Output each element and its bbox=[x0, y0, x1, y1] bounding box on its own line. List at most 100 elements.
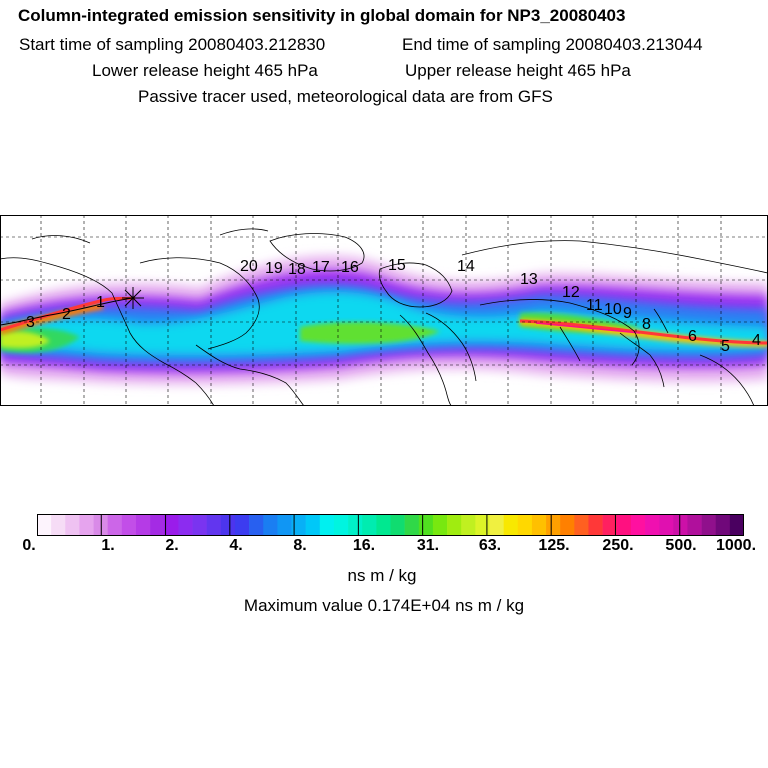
trajectory-label: 13 bbox=[520, 271, 538, 288]
trajectory-label: 3 bbox=[26, 314, 35, 331]
trajectory-label: 16 bbox=[341, 259, 359, 276]
colorbar-cell bbox=[51, 514, 66, 536]
colorbar-tick: 8. bbox=[293, 537, 307, 554]
start-time-label: Start time of sampling 20080403.212830 bbox=[19, 35, 326, 54]
trajectory-label: 15 bbox=[388, 257, 406, 274]
colorbar-cell bbox=[65, 514, 80, 536]
sensitivity-field bbox=[1, 255, 767, 386]
colorbar-cell bbox=[673, 514, 688, 536]
colorbar-cell bbox=[263, 514, 278, 536]
colorbar-cell bbox=[178, 514, 193, 536]
colorbar-cells bbox=[37, 514, 744, 536]
trajectory-label: 11 bbox=[586, 297, 603, 314]
colorbar-cell bbox=[432, 514, 448, 536]
trajectory-label: 5 bbox=[721, 338, 730, 355]
colorbar-cell bbox=[107, 514, 123, 536]
colorbar-tick: 1000. bbox=[715, 537, 757, 554]
colorbar-cell bbox=[701, 514, 717, 536]
colorbar-cell bbox=[475, 514, 490, 536]
end-time-label: End time of sampling 20080403.213044 bbox=[402, 35, 703, 54]
trajectory-line bbox=[0, 297, 134, 326]
colorbar-cell bbox=[277, 514, 292, 536]
colorbar-cell bbox=[729, 514, 744, 536]
colorbar-cell bbox=[206, 514, 222, 536]
colorbar-cell bbox=[616, 514, 632, 536]
colorbar-cell bbox=[418, 514, 434, 536]
colorbar-cell bbox=[687, 514, 702, 536]
colorbar-tick: 1. bbox=[101, 537, 115, 554]
colorbar-unit: ns m / kg bbox=[347, 566, 417, 585]
colorbar-cell bbox=[234, 514, 250, 536]
colorbar-cell bbox=[645, 514, 660, 536]
trajectory-label: 6 bbox=[688, 328, 697, 345]
colorbar-cell bbox=[715, 514, 731, 536]
trajectory-label: 4 bbox=[752, 332, 761, 349]
colorbar-cell bbox=[390, 514, 405, 536]
colorbar-cell bbox=[588, 514, 603, 536]
colorbar-cell bbox=[503, 514, 519, 536]
trajectory-label: 9 bbox=[623, 305, 632, 322]
lower-release-label: Lower release height 465 hPa bbox=[92, 61, 318, 80]
colorbar-cell bbox=[348, 514, 363, 536]
colorbar-cell bbox=[319, 514, 335, 536]
graticule bbox=[0, 215, 768, 406]
colorbar-ticks: 0. 1. 2. 4. 8. 16. 31. 63. 125. 250. 500… bbox=[0, 537, 768, 559]
upper-release-label: Upper release height 465 hPa bbox=[405, 61, 631, 80]
colorbar-cell bbox=[135, 514, 151, 536]
colorbar-cell bbox=[333, 514, 349, 536]
colorbar-cell bbox=[602, 514, 618, 536]
sensitivity-map: 1 2 3 4 5 6 8 9 10 11 12 13 14 15 16 17 … bbox=[0, 215, 768, 406]
colorbar-cell bbox=[531, 514, 547, 536]
colorbar-tick: 125. bbox=[538, 537, 570, 554]
colorbar bbox=[37, 514, 744, 536]
coastlines bbox=[1, 228, 767, 405]
colorbar-cell bbox=[560, 514, 575, 536]
trajectory-label: 17 bbox=[312, 259, 330, 276]
trajectory-label: 10 bbox=[604, 301, 622, 318]
colorbar-cell bbox=[447, 514, 462, 536]
colorbar-tick: 2. bbox=[165, 537, 179, 554]
colorbar-tick: 4. bbox=[229, 537, 243, 554]
colorbar-cell bbox=[517, 514, 533, 536]
colorbar-cell bbox=[150, 514, 165, 536]
colorbar-cell bbox=[291, 514, 306, 536]
colorbar-tick: 31. bbox=[416, 537, 440, 554]
release-point-icon bbox=[122, 287, 144, 309]
trajectory-label: 14 bbox=[457, 258, 475, 275]
trajectory-label: 19 bbox=[265, 260, 283, 277]
colorbar-tick: 500. bbox=[665, 537, 697, 554]
colorbar-cell bbox=[376, 514, 391, 536]
colorbar-cell bbox=[630, 514, 646, 536]
colorbar-cell bbox=[121, 514, 137, 536]
colorbar-cell bbox=[404, 514, 420, 536]
colorbar-cell bbox=[574, 514, 589, 536]
colorbar-tick: 250. bbox=[602, 537, 634, 554]
colorbar-cell bbox=[489, 514, 504, 536]
colorbar-cell bbox=[546, 514, 561, 536]
colorbar-tick: 16. bbox=[352, 537, 376, 554]
colorbar-cell bbox=[192, 514, 207, 536]
trajectory-label: 2 bbox=[62, 306, 71, 323]
colorbar-cell bbox=[37, 514, 52, 536]
colorbar-dividers bbox=[100, 514, 681, 536]
colorbar-frame bbox=[37, 514, 744, 536]
colorbar-tick: 63. bbox=[478, 537, 502, 554]
trajectory-label: 1 bbox=[96, 294, 105, 311]
colorbar-cell bbox=[249, 514, 264, 536]
figure-title: Column-integrated emission sensitivity i… bbox=[18, 6, 626, 25]
tracer-label: Passive tracer used, meteorological data… bbox=[138, 87, 553, 106]
colorbar-cell bbox=[305, 514, 321, 536]
colorbar-cell bbox=[220, 514, 236, 536]
colorbar-cell bbox=[79, 514, 94, 536]
colorbar-cell bbox=[461, 514, 476, 536]
trajectory-label: 18 bbox=[288, 261, 306, 278]
maximum-value-label: Maximum value 0.174E+04 ns m / kg bbox=[243, 596, 525, 615]
trajectory-labels: 1 2 3 4 5 6 8 9 10 11 12 13 14 15 16 17 … bbox=[26, 257, 761, 355]
trajectory-label: 20 bbox=[240, 258, 258, 275]
colorbar-cell bbox=[659, 514, 674, 536]
trajectory-label: 8 bbox=[642, 316, 651, 333]
colorbar-cell bbox=[362, 514, 377, 536]
trajectory-label: 12 bbox=[562, 284, 580, 301]
colorbar-tick: 0. bbox=[22, 537, 36, 554]
colorbar-cell bbox=[164, 514, 179, 536]
